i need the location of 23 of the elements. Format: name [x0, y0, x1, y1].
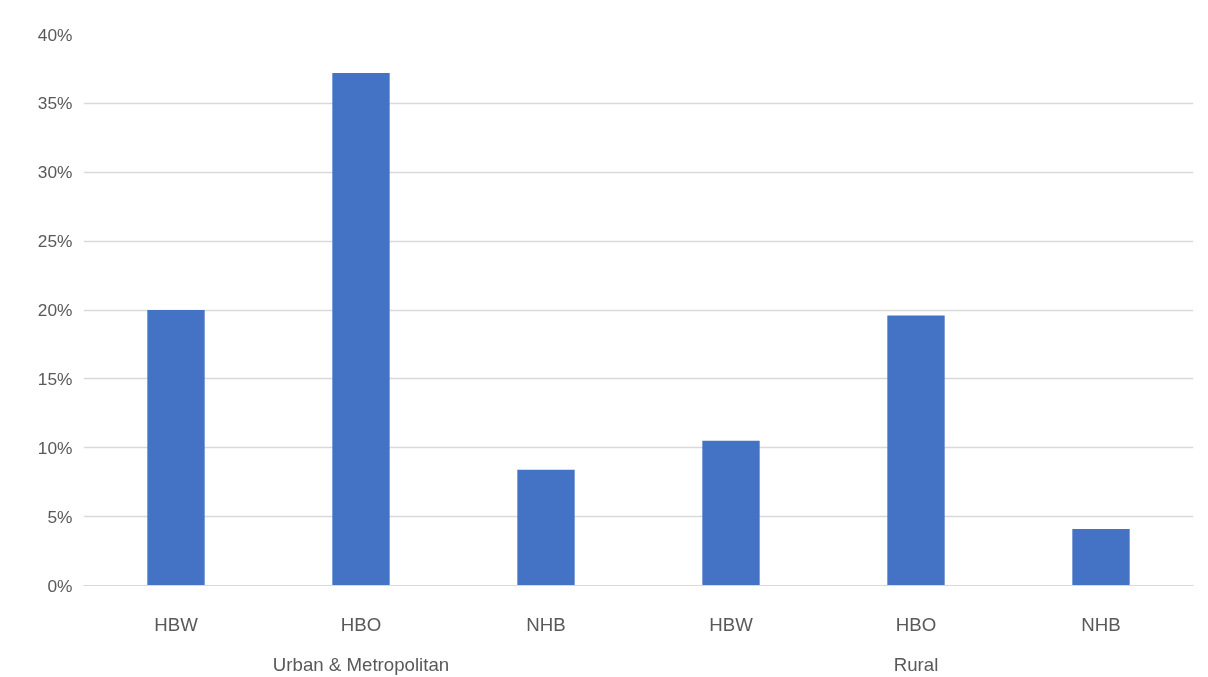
bar: [702, 440, 760, 586]
bar: [887, 315, 945, 586]
y-tick-label: 5%: [47, 506, 73, 527]
y-tick-label: 10%: [37, 437, 73, 458]
x-tick-label: NHB: [526, 613, 566, 635]
bar: [332, 73, 390, 586]
x-tick-label: NHB: [1081, 613, 1121, 635]
text: Rural: [893, 653, 939, 675]
x-tick-label: HBW: [709, 613, 754, 635]
y-tick-label: 30%: [37, 162, 73, 183]
y-tick-label: 35%: [37, 93, 73, 114]
bar: [147, 310, 205, 586]
y-tick-label: 25%: [37, 231, 73, 252]
bar: [517, 469, 575, 586]
y-tick-label: 15%: [37, 368, 73, 389]
y-tick-label: 40%: [37, 24, 73, 45]
y-tick-label: 0%: [47, 575, 73, 596]
x-tick-label: HBW: [154, 613, 199, 635]
bar: [1072, 529, 1130, 586]
text: Urban & Metropolitan: [272, 653, 450, 675]
y-tick-label: 20%: [37, 300, 73, 320]
x-tick-label: HBO: [340, 613, 382, 635]
x-tick-label: HBO: [895, 613, 937, 635]
